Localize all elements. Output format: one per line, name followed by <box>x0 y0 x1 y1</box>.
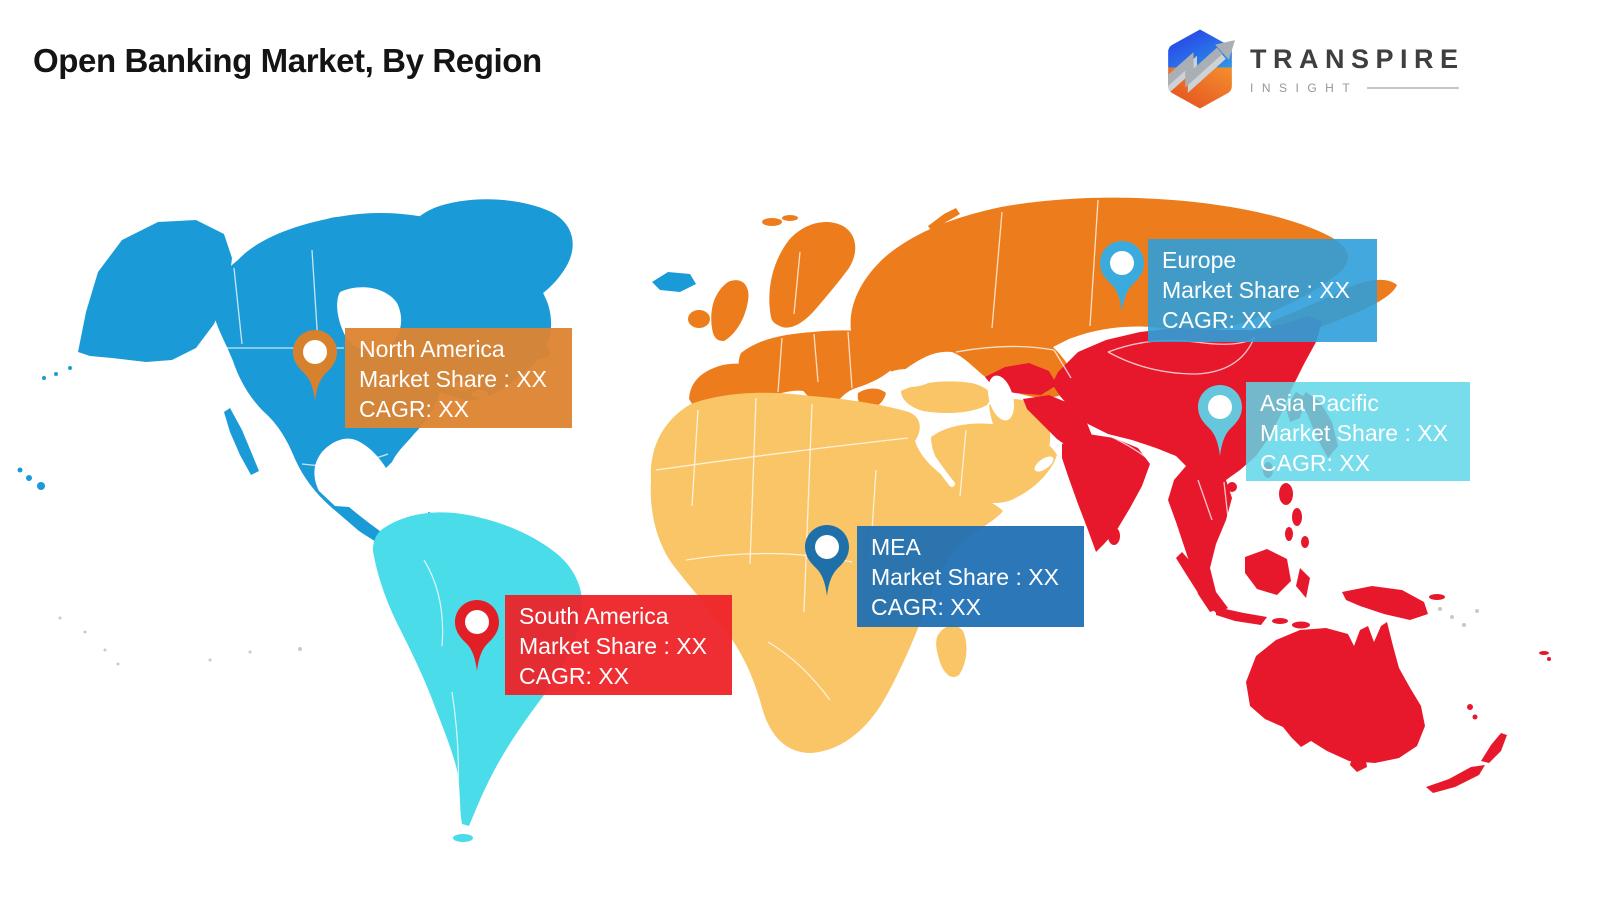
callout-box-mea: MEA Market Share : XX CAGR: XX <box>857 526 1084 627</box>
callout-market-share: Market Share : XX <box>519 633 707 659</box>
callout-market-share: Market Share : XX <box>1162 277 1350 303</box>
callout-market-share: Market Share : XX <box>1260 420 1448 446</box>
company-logo: TRANSPIRE INSIGHT <box>1162 26 1465 112</box>
callout-region-name: South America <box>519 603 669 629</box>
map-region-south-america <box>373 512 583 842</box>
logo-mark-icon <box>1168 29 1235 109</box>
page-title: Open Banking Market, By Region <box>33 42 542 79</box>
callout-cagr: CAGR: XX <box>1260 450 1370 476</box>
logo-tagline: INSIGHT <box>1250 80 1359 95</box>
callout-box-south-america: South America Market Share : XX CAGR: XX <box>505 595 732 695</box>
callout-cagr: CAGR: XX <box>1162 307 1272 333</box>
location-pin-icon <box>293 330 337 401</box>
logo-name: TRANSPIRE <box>1250 43 1465 74</box>
callout-region-name: North America <box>359 336 505 362</box>
location-pin-icon <box>455 600 499 671</box>
callout-cagr: CAGR: XX <box>519 663 629 689</box>
callout-region-name: Asia Pacific <box>1260 390 1379 416</box>
map-minor-islands <box>58 607 1479 666</box>
callout-box-europe: Europe Market Share : XX CAGR: XX <box>1148 239 1377 342</box>
callout-cagr: CAGR: XX <box>871 594 981 620</box>
callout-cagr: CAGR: XX <box>359 396 469 422</box>
callout-region-name: Europe <box>1162 247 1237 273</box>
callout-market-share: Market Share : XX <box>359 366 547 392</box>
location-pin-icon <box>1100 241 1144 312</box>
logo-tagline-rule <box>1367 86 1460 89</box>
callout-region-name: MEA <box>871 534 921 560</box>
callout-box-north-america: North America Market Share : XX CAGR: XX <box>345 328 572 428</box>
location-pin-icon <box>805 525 849 596</box>
location-pin-icon <box>1198 385 1242 456</box>
callout-market-share: Market Share : XX <box>871 564 1059 590</box>
callout-box-asia-pacific: Asia Pacific Market Share : XX CAGR: XX <box>1246 382 1470 481</box>
